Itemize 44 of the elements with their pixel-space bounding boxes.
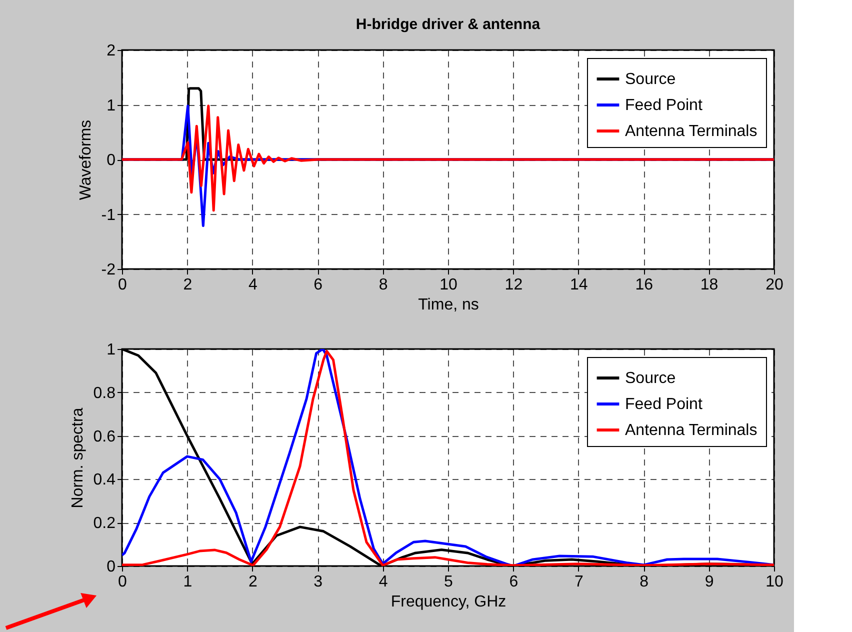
y-axis-title: Waveforms — [77, 120, 94, 200]
x-tick-label: 3 — [314, 574, 323, 590]
x-tick-label: 4 — [378, 574, 388, 590]
y-tick-label: 2 — [106, 42, 116, 60]
y-tick-label: 1 — [106, 342, 116, 358]
y-tick-label: -1 — [101, 206, 116, 224]
legend-label: Feed Point — [625, 97, 703, 114]
y-tick-label: 0.4 — [93, 472, 116, 489]
x-axis-title: Frequency, GHz — [390, 594, 506, 610]
y-tick-label: 0.8 — [93, 384, 116, 402]
x-tick-label: 14 — [570, 276, 588, 294]
x-tick-label: 1 — [183, 574, 192, 590]
x-tick-label: 9 — [704, 574, 714, 590]
legend-label: Source — [625, 370, 676, 387]
y-tick-label: 0 — [106, 558, 116, 576]
x-tick-label: 20 — [766, 276, 784, 294]
x-tick-label: 8 — [378, 276, 388, 294]
x-tick-label: 10 — [766, 574, 784, 590]
chart-title: H-bridge driver & antenna — [356, 16, 541, 33]
x-tick-label: 6 — [509, 574, 518, 590]
x-tick-label: 0 — [118, 276, 128, 294]
x-tick-label: 2 — [183, 276, 192, 294]
x-tick-label: 5 — [444, 574, 454, 590]
x-tick-label: 0 — [118, 574, 128, 590]
y-tick-label: 0.2 — [93, 515, 116, 532]
y-tick-label: 0.6 — [93, 428, 116, 446]
x-tick-label: 7 — [574, 574, 584, 590]
legend-label: Antenna Terminals — [625, 123, 758, 140]
y-axis-title: Norm. spectra — [69, 408, 86, 508]
x-tick-label: 2 — [248, 574, 258, 590]
x-tick-label: 12 — [504, 276, 523, 294]
y-tick-label: 0 — [106, 152, 116, 169]
legend-label: Antenna Terminals — [625, 422, 758, 439]
x-tick-label: 6 — [314, 276, 323, 294]
x-tick-label: 10 — [440, 276, 458, 294]
y-tick-label: 1 — [106, 97, 116, 114]
x-tick-label: 4 — [248, 276, 258, 294]
x-tick-label: 8 — [640, 574, 649, 590]
legend-label: Feed Point — [625, 396, 703, 413]
x-tick-label: 18 — [700, 276, 718, 294]
x-tick-label: 16 — [635, 276, 654, 294]
x-axis-title: Time, ns — [418, 296, 479, 314]
legend-label: Source — [625, 71, 676, 88]
y-tick-label: -2 — [101, 262, 116, 278]
